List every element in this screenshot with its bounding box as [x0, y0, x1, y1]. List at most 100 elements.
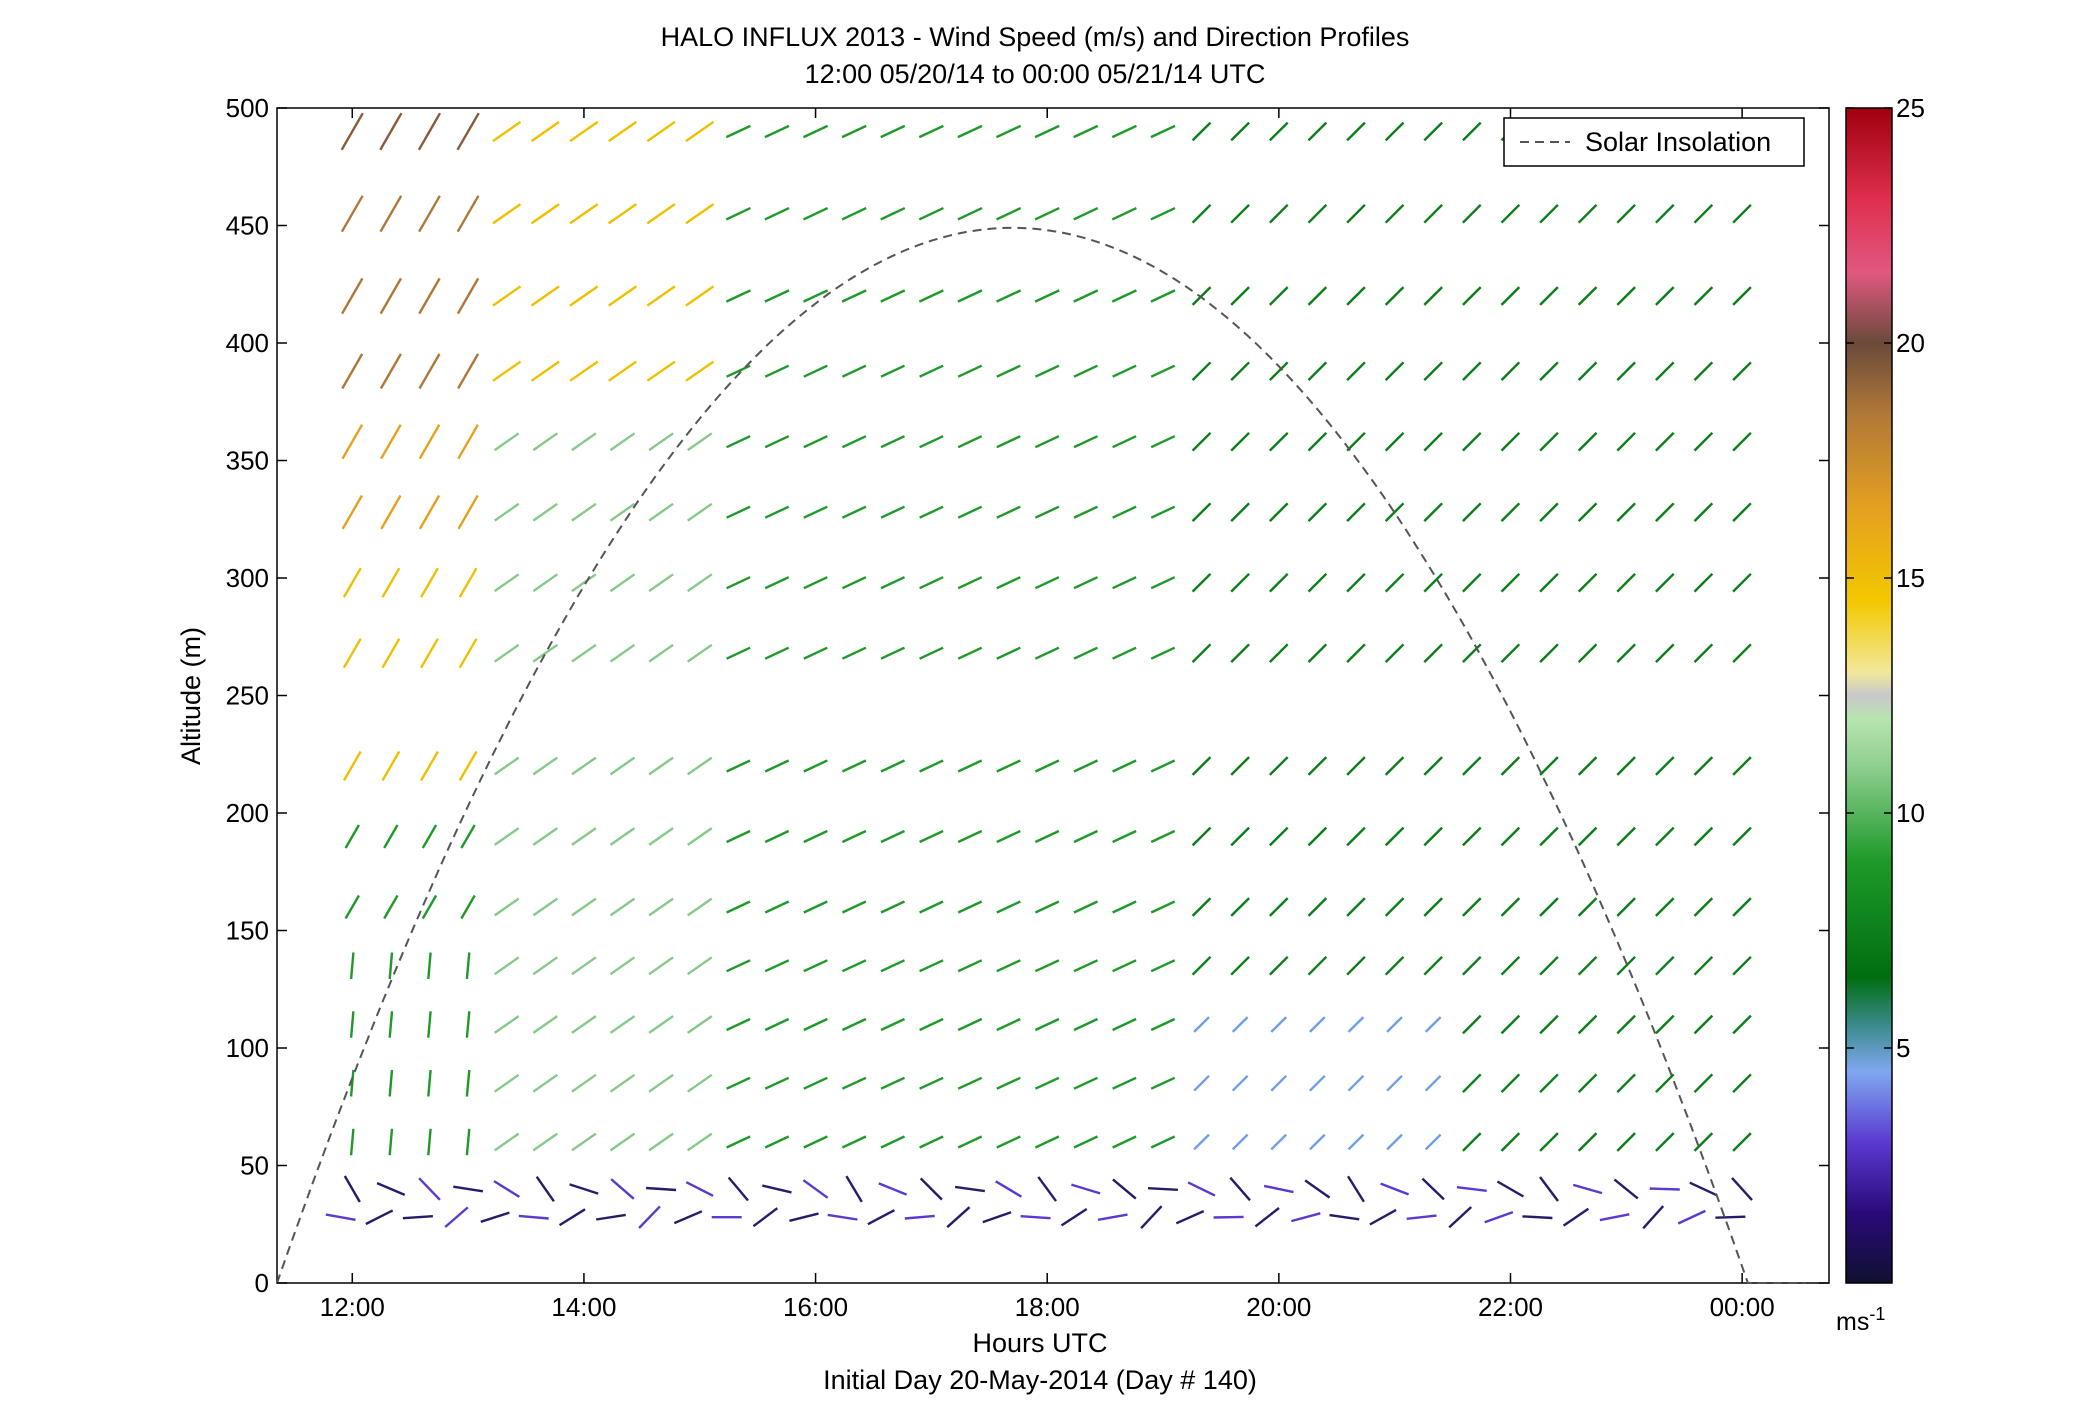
wind-vector	[379, 195, 403, 233]
wind-vector	[494, 1073, 520, 1093]
wind-vector	[571, 756, 597, 776]
wind-vector	[957, 646, 983, 660]
wind-vector	[957, 1076, 983, 1090]
wind-vector	[1191, 502, 1212, 522]
wind-vector	[764, 207, 790, 221]
wind-vector	[1500, 431, 1521, 452]
wind-vector	[1073, 207, 1099, 221]
wind-vector	[764, 364, 790, 378]
wind-vector-low	[878, 1182, 908, 1196]
wind-vector	[880, 364, 906, 378]
wind-vector	[841, 435, 867, 449]
chart-title: HALO INFLUX 2013 - Wind Speed (m/s) and …	[661, 22, 1410, 52]
wind-vector	[1500, 756, 1521, 776]
wind-vector	[1539, 1073, 1559, 1094]
wind-vector	[1577, 1014, 1598, 1035]
wind-vector	[608, 285, 637, 307]
wind-vector	[1034, 829, 1060, 844]
wind-vector	[1346, 897, 1366, 917]
wind-vector-low	[1715, 1215, 1746, 1219]
wind-vector	[1150, 1135, 1176, 1149]
wind-vector-low	[1213, 1215, 1244, 1219]
wind-vector	[379, 112, 403, 151]
wind-vector	[1732, 756, 1752, 776]
wind-vector	[494, 643, 520, 663]
wind-vector-low	[1263, 1184, 1294, 1194]
wind-vector	[388, 952, 394, 980]
wind-vector	[957, 959, 983, 973]
wind-vector	[465, 952, 471, 980]
wind-vector	[1191, 572, 1212, 593]
wind-vector	[1732, 572, 1752, 593]
wind-vector-low	[1071, 1183, 1101, 1195]
wind-vector	[1191, 897, 1212, 917]
wind-vector	[919, 364, 944, 378]
wind-vector	[1347, 1074, 1365, 1092]
wind-vector	[646, 360, 676, 382]
wind-vector	[1693, 203, 1714, 224]
wind-vector	[1112, 646, 1137, 660]
wind-vector	[532, 1015, 558, 1034]
wind-vector	[841, 1135, 867, 1149]
wind-vector-low	[827, 1213, 858, 1221]
wind-vector	[1307, 826, 1328, 847]
wind-vector-low	[535, 1176, 555, 1202]
colorbar-ticks: 5 10 15 20 25	[1846, 93, 1925, 1063]
wind-vector	[1462, 897, 1482, 917]
wind-vector	[349, 1128, 355, 1156]
wind-vector	[1346, 643, 1366, 663]
wind-vector	[1191, 286, 1212, 306]
wind-vector	[764, 289, 790, 303]
wind-vector-low	[1369, 1208, 1397, 1226]
wind-vector	[1462, 826, 1482, 847]
wind-vector	[421, 824, 438, 849]
wind-vector	[648, 827, 674, 846]
wind-vector	[532, 502, 558, 522]
wind-vector	[1500, 572, 1521, 593]
wind-vector	[458, 638, 478, 669]
wind-vector	[957, 124, 983, 139]
wind-vector-low	[1613, 1178, 1639, 1200]
wind-vector	[1268, 643, 1289, 663]
wind-vector	[388, 1011, 394, 1038]
wind-vector	[687, 1015, 713, 1034]
wind-vector	[803, 900, 828, 914]
wind-vector	[1270, 1074, 1288, 1092]
wind-vector	[1539, 1014, 1559, 1035]
wind-vector	[880, 435, 906, 449]
wind-vector	[1034, 1135, 1060, 1149]
y-tick-label: 50	[240, 1151, 269, 1181]
wind-vector	[342, 750, 362, 782]
wind-vector	[1500, 1073, 1521, 1094]
wind-vector-low	[867, 1209, 895, 1226]
wind-vector	[1423, 897, 1443, 917]
wind-vector	[494, 502, 520, 522]
wind-vector	[1616, 1014, 1636, 1035]
wind-vector	[919, 1017, 944, 1032]
wind-vector	[1307, 897, 1328, 917]
wind-vector	[1423, 955, 1443, 976]
y-axis: 0 50 100 150 200 250 300 350 400 450 500	[226, 93, 1829, 1298]
wind-vector	[880, 207, 906, 221]
wind-vector	[841, 1017, 867, 1032]
wind-vector	[957, 364, 983, 378]
wind-vector	[1655, 643, 1675, 663]
wind-vector	[456, 277, 480, 315]
wind-vector	[1230, 361, 1250, 381]
wind-vector	[1150, 364, 1176, 378]
wind-vector	[1384, 826, 1405, 847]
wind-vector	[957, 289, 983, 303]
wind-vector	[1423, 502, 1443, 522]
x-axis-sublabel: Initial Day 20-May-2014 (Day # 140)	[823, 1365, 1257, 1395]
wind-vector	[1577, 1073, 1598, 1094]
wind-vector	[880, 289, 906, 303]
wind-vector	[341, 424, 364, 460]
wind-vector	[880, 959, 906, 973]
wind-vector-low	[1254, 1207, 1280, 1228]
wind-vector	[1231, 1074, 1249, 1092]
wind-vector	[1034, 759, 1060, 773]
wind-vector	[1655, 1014, 1675, 1035]
wind-vector	[1111, 124, 1137, 139]
x-axis-label: Hours UTC	[972, 1328, 1107, 1358]
wind-vector	[764, 959, 790, 973]
